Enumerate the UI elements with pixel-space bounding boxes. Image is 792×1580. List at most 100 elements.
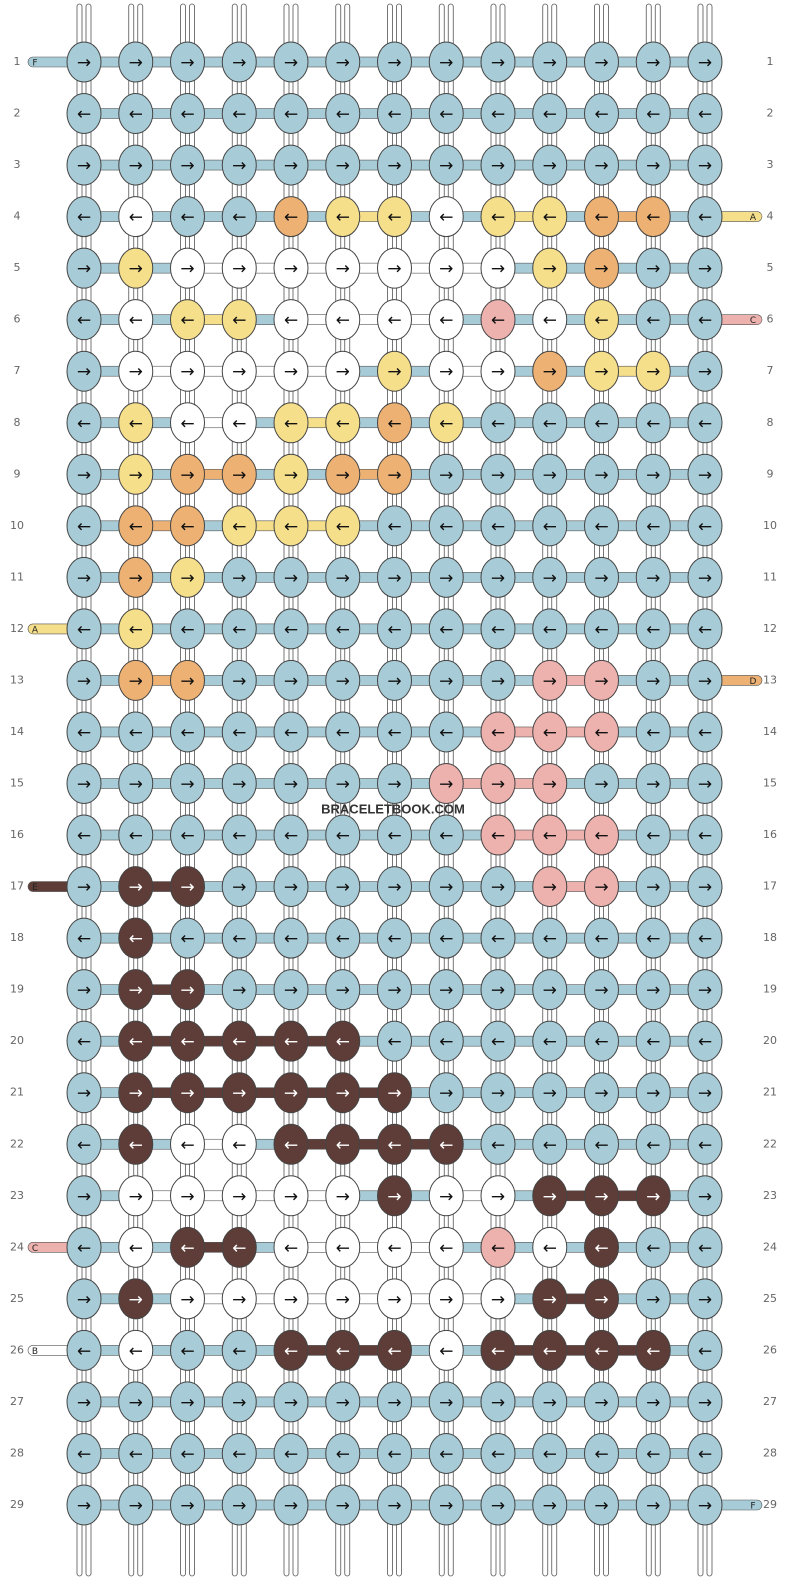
knot bbox=[221, 1381, 257, 1423]
knot-arrow: ← bbox=[232, 517, 246, 537]
knot bbox=[687, 1381, 723, 1423]
knot-arrow: ← bbox=[698, 311, 712, 331]
knot-arrow: ← bbox=[491, 1444, 505, 1464]
knot bbox=[532, 866, 568, 908]
knot bbox=[325, 247, 361, 289]
knot bbox=[687, 350, 723, 392]
knot bbox=[635, 659, 671, 701]
knot bbox=[480, 144, 516, 186]
knot bbox=[325, 144, 361, 186]
knot-arrow: → bbox=[387, 1187, 401, 1207]
knot bbox=[480, 1020, 516, 1062]
knot-arrow: → bbox=[543, 878, 557, 898]
knot-arrow: ← bbox=[129, 208, 143, 228]
knot-arrow: → bbox=[387, 465, 401, 485]
knot-arrow: → bbox=[698, 981, 712, 1001]
knot-arrow: → bbox=[77, 671, 91, 691]
knot bbox=[170, 402, 205, 444]
knot-arrow: → bbox=[129, 568, 143, 588]
knot bbox=[66, 402, 102, 444]
knot-arrow: ← bbox=[594, 517, 608, 537]
knot-arrow: → bbox=[594, 1393, 608, 1413]
knot-arrow: → bbox=[336, 981, 350, 1001]
knot bbox=[273, 1484, 309, 1526]
row-number: 15 bbox=[763, 777, 777, 790]
knot bbox=[532, 402, 568, 444]
knot bbox=[532, 556, 568, 598]
knot bbox=[325, 505, 361, 547]
row-number: 6 bbox=[767, 313, 774, 326]
knot bbox=[377, 299, 412, 341]
knot-arrow: ← bbox=[180, 311, 194, 331]
knot-arrow: ← bbox=[491, 1341, 505, 1361]
knot bbox=[221, 763, 257, 804]
string-label: F bbox=[750, 1502, 755, 1512]
knot bbox=[687, 814, 723, 856]
knot bbox=[377, 556, 412, 598]
knot-arrow: ← bbox=[336, 826, 350, 846]
knot bbox=[273, 196, 309, 238]
knot bbox=[584, 1175, 619, 1217]
knot bbox=[273, 1123, 309, 1165]
knot bbox=[118, 1123, 154, 1165]
knot bbox=[170, 144, 205, 186]
knot bbox=[170, 93, 205, 135]
knot bbox=[377, 505, 412, 547]
knot-arrow: ← bbox=[180, 826, 194, 846]
knot bbox=[221, 866, 257, 908]
knot bbox=[687, 1226, 723, 1268]
knot bbox=[118, 196, 154, 238]
knot bbox=[66, 1329, 102, 1371]
knot bbox=[532, 1072, 568, 1114]
knot bbox=[480, 350, 516, 392]
knot-arrow: ← bbox=[232, 311, 246, 331]
knot bbox=[66, 814, 102, 856]
knot bbox=[532, 1432, 568, 1474]
knot bbox=[170, 763, 205, 804]
knot bbox=[584, 1278, 619, 1320]
knot bbox=[221, 453, 257, 495]
knot-arrow: → bbox=[129, 259, 143, 279]
knot-arrow: → bbox=[387, 1290, 401, 1310]
knot-arrow: → bbox=[594, 981, 608, 1001]
knot bbox=[480, 1175, 516, 1217]
knot-arrow: → bbox=[180, 671, 194, 691]
knot bbox=[66, 505, 102, 547]
knot-arrow: ← bbox=[284, 723, 298, 743]
knot bbox=[273, 814, 309, 856]
knot bbox=[428, 1123, 464, 1165]
knot bbox=[325, 93, 361, 135]
knot bbox=[273, 41, 309, 83]
knot bbox=[687, 505, 723, 547]
knot-arrow: → bbox=[232, 156, 246, 176]
knot bbox=[66, 1175, 102, 1217]
knot bbox=[221, 144, 257, 186]
knot-arrow: → bbox=[698, 1290, 712, 1310]
knot-arrow: → bbox=[284, 1496, 298, 1516]
row-number: 14 bbox=[10, 725, 24, 738]
knot-arrow: ← bbox=[232, 620, 246, 640]
string-label: F bbox=[32, 59, 37, 69]
knot bbox=[480, 505, 516, 547]
knot-arrow: ← bbox=[491, 208, 505, 228]
knot-arrow: ← bbox=[284, 1032, 298, 1052]
knot-arrow: ← bbox=[646, 620, 660, 640]
row-number: 6 bbox=[14, 313, 21, 326]
knot-arrow: → bbox=[77, 1393, 91, 1413]
knot-arrow: → bbox=[77, 259, 91, 279]
knot bbox=[532, 814, 568, 856]
knot bbox=[377, 866, 412, 908]
knot bbox=[273, 299, 309, 341]
knot-arrow: ← bbox=[543, 1032, 557, 1052]
knot bbox=[687, 247, 723, 289]
knot-arrow: → bbox=[387, 53, 401, 73]
knot-arrow: ← bbox=[232, 1238, 246, 1258]
knot bbox=[221, 93, 257, 135]
knot bbox=[221, 659, 257, 701]
knot-arrow: → bbox=[77, 362, 91, 382]
knot-arrow: ← bbox=[439, 826, 453, 846]
knot bbox=[584, 866, 619, 908]
row-number: 23 bbox=[10, 1189, 24, 1202]
knot-arrow: → bbox=[439, 53, 453, 73]
